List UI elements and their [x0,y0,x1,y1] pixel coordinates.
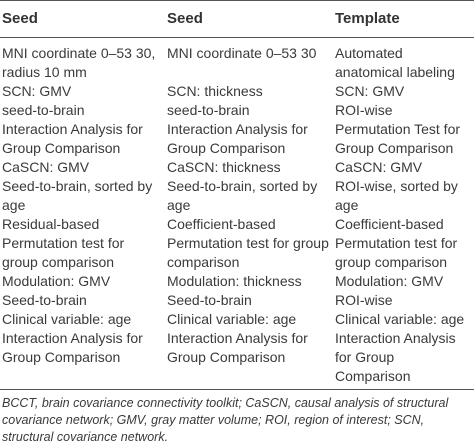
table-cell: Seed-to-brain, sorted by age [2,178,153,213]
table-cell: Interaction Analysis for Group Compariso… [2,121,143,156]
table-cell: Modulation: GMV [335,273,444,289]
table-cell: SCN: GMV [335,83,405,99]
column-header-template: Template [333,0,474,38]
table-cell: MNI coordinate 0–53 30, radius 10 mm [2,45,156,80]
table-row: Seed-to-brain Seed-to-brain ROI-wise [0,291,474,310]
table-cell: Seed-to-brain, sorted by age [167,178,318,213]
table-row: CaSCN: GMV CaSCN: thickness CaSCN: GMV [0,158,474,177]
table-cell: Permutation Test for Group Comparison [335,121,461,156]
table-row: Interaction Analysis for Group Compariso… [0,329,474,390]
table-cell: Interaction Analysis for Group Compariso… [335,330,456,384]
table-cell: SCN: GMV [2,83,72,99]
table-row: Clinical variable: age Clinical variable… [0,310,474,329]
table-cell: seed-to-brain [2,102,85,118]
column-header-seed-1: Seed [0,0,165,38]
table-cell: MNI coordinate 0–53 30 [167,45,317,61]
table-cell: Clinical variable: age [2,311,132,327]
table-cell: Modulation: thickness [167,273,302,289]
table-cell: Permutation test for group comparison [167,235,329,270]
table-cell: Permutation test for group comparison [335,235,458,270]
table-cell: ROI-wise, sorted by age [335,178,458,213]
table-row: Permutation test for group comparison Pe… [0,234,474,272]
table-row: Modulation: GMV Modulation: thickness Mo… [0,272,474,291]
table-row: seed-to-brain seed-to-brain ROI-wise [0,101,474,120]
table-row: MNI coordinate 0–53 30, radius 10 mm MNI… [0,38,474,83]
table-row: Residual-based Coefficient-based Coeffic… [0,215,474,234]
table-cell: CaSCN: thickness [167,159,281,175]
table-cell: Residual-based [2,216,100,232]
table-cell: Clinical variable: age [335,311,465,327]
table-cell: Permutation test for group comparison [2,235,125,270]
data-table: Seed Seed Template MNI coordinate 0–53 3… [0,0,474,390]
table-cell: Interaction Analysis for Group Compariso… [2,330,143,365]
table-cell: Interaction Analysis for Group Compariso… [167,121,308,156]
table-footnote: BCCT, brain covariance connectivity tool… [2,396,449,444]
table-cell: Seed-to-brain [2,292,87,308]
table-cell: ROI-wise [335,292,393,308]
table-cell: CaSCN: GMV [335,159,423,175]
table-cell: Coefficient-based [335,216,444,232]
table-row: SCN: GMV SCN: thickness SCN: GMV [0,82,474,101]
table-cell: CaSCN: GMV [2,159,90,175]
table-cell: Modulation: GMV [2,273,111,289]
table-cell: SCN: thickness [167,83,263,99]
column-header-seed-2: Seed [165,0,333,38]
table-cell: seed-to-brain [167,102,250,118]
table-cell: Automated anatomical labeling [335,45,455,80]
table-row: Seed-to-brain, sorted by age Seed-to-bra… [0,177,474,215]
table-cell: Coefficient-based [167,216,276,232]
table-cell: Clinical variable: age [167,311,297,327]
table-cell: ROI-wise [335,102,393,118]
table-cell: Seed-to-brain [167,292,252,308]
table-cell: Interaction Analysis for Group Compariso… [167,330,308,365]
table-row: Interaction Analysis for Group Compariso… [0,120,474,158]
header-row: Seed Seed Template [0,0,474,38]
